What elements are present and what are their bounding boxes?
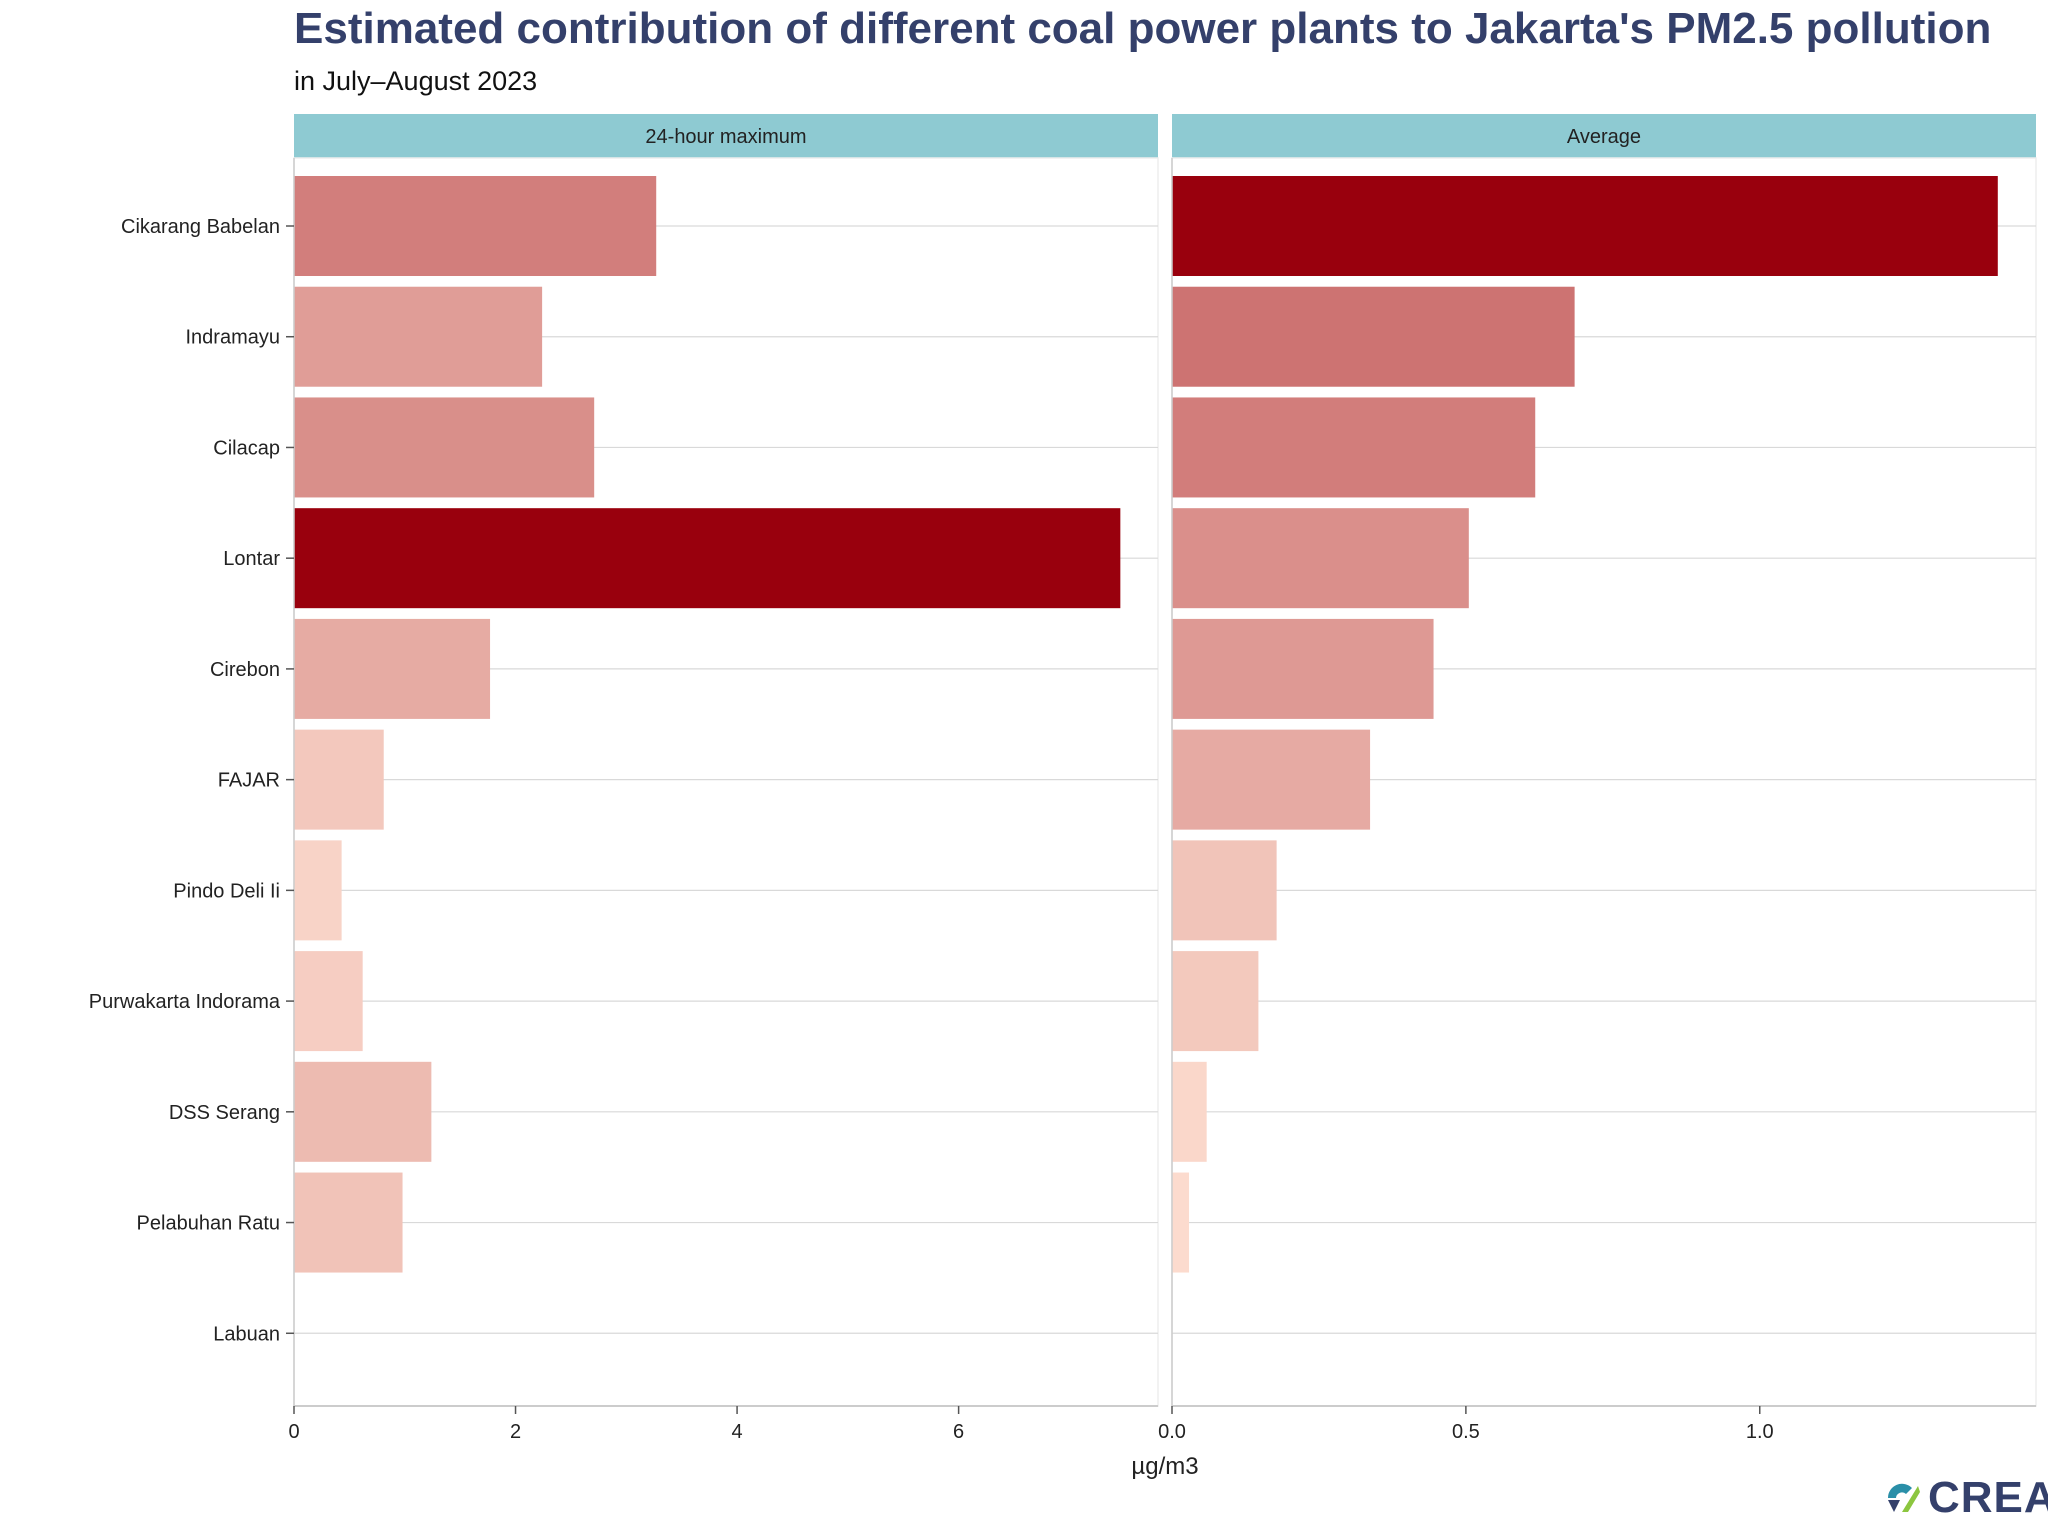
category-label: FAJAR [218,770,280,792]
category-label: Labuan [213,1323,280,1345]
bar [1172,508,1469,609]
crea-logo-text: CREA [1928,1473,2048,1522]
x-tick-label: 1.0 [1746,1421,1774,1443]
bar [294,397,595,498]
crea-logo: CREA [1882,1473,2048,1522]
category-label: Cilacap [213,437,280,459]
bar [294,840,342,941]
category-label: Pindo Deli Ii [173,880,280,902]
bar [1172,729,1371,830]
crea-logo-icon [1887,1483,1920,1512]
bar [1172,397,1536,498]
panel-strip [294,114,1158,158]
bar [294,508,1121,609]
bar [294,286,543,387]
bar [294,1061,432,1162]
x-tick-label: 0 [288,1421,299,1443]
chart-subtitle: in July–August 2023 [294,66,538,96]
x-tick-label: 0.0 [1158,1421,1186,1443]
panel-strip-label: 24-hour maximum [645,126,806,148]
panel-strip-label: Average [1567,126,1641,148]
category-label: DSS Serang [169,1102,280,1124]
bar [1172,951,1259,1052]
category-label: Indramayu [186,327,281,349]
category-label: Purwakarta Indorama [89,991,281,1013]
bar [1172,1061,1207,1162]
x-axis-title: µg/m3 [1131,1453,1198,1480]
x-tick-label: 4 [732,1421,743,1443]
bar [294,951,363,1052]
bar [1172,1172,1190,1273]
bar [1172,840,1277,941]
bar [1172,176,1998,276]
category-label: Cikarang Babelan [121,216,280,238]
bar [294,729,384,830]
category-label: Lontar [223,548,280,570]
bar [294,1172,403,1273]
category-label: Pelabuhan Ratu [137,1213,280,1235]
chart-title: Estimated contribution of different coal… [294,4,1992,53]
category-label: Cirebon [210,659,280,681]
x-tick-label: 2 [510,1421,521,1443]
bar [294,176,657,276]
x-tick-label: 6 [953,1421,964,1443]
bar [294,618,491,719]
bar [1172,618,1434,719]
panel-strip [1172,114,2036,158]
x-tick-label: 0.5 [1452,1421,1480,1443]
bar [1172,286,1575,387]
